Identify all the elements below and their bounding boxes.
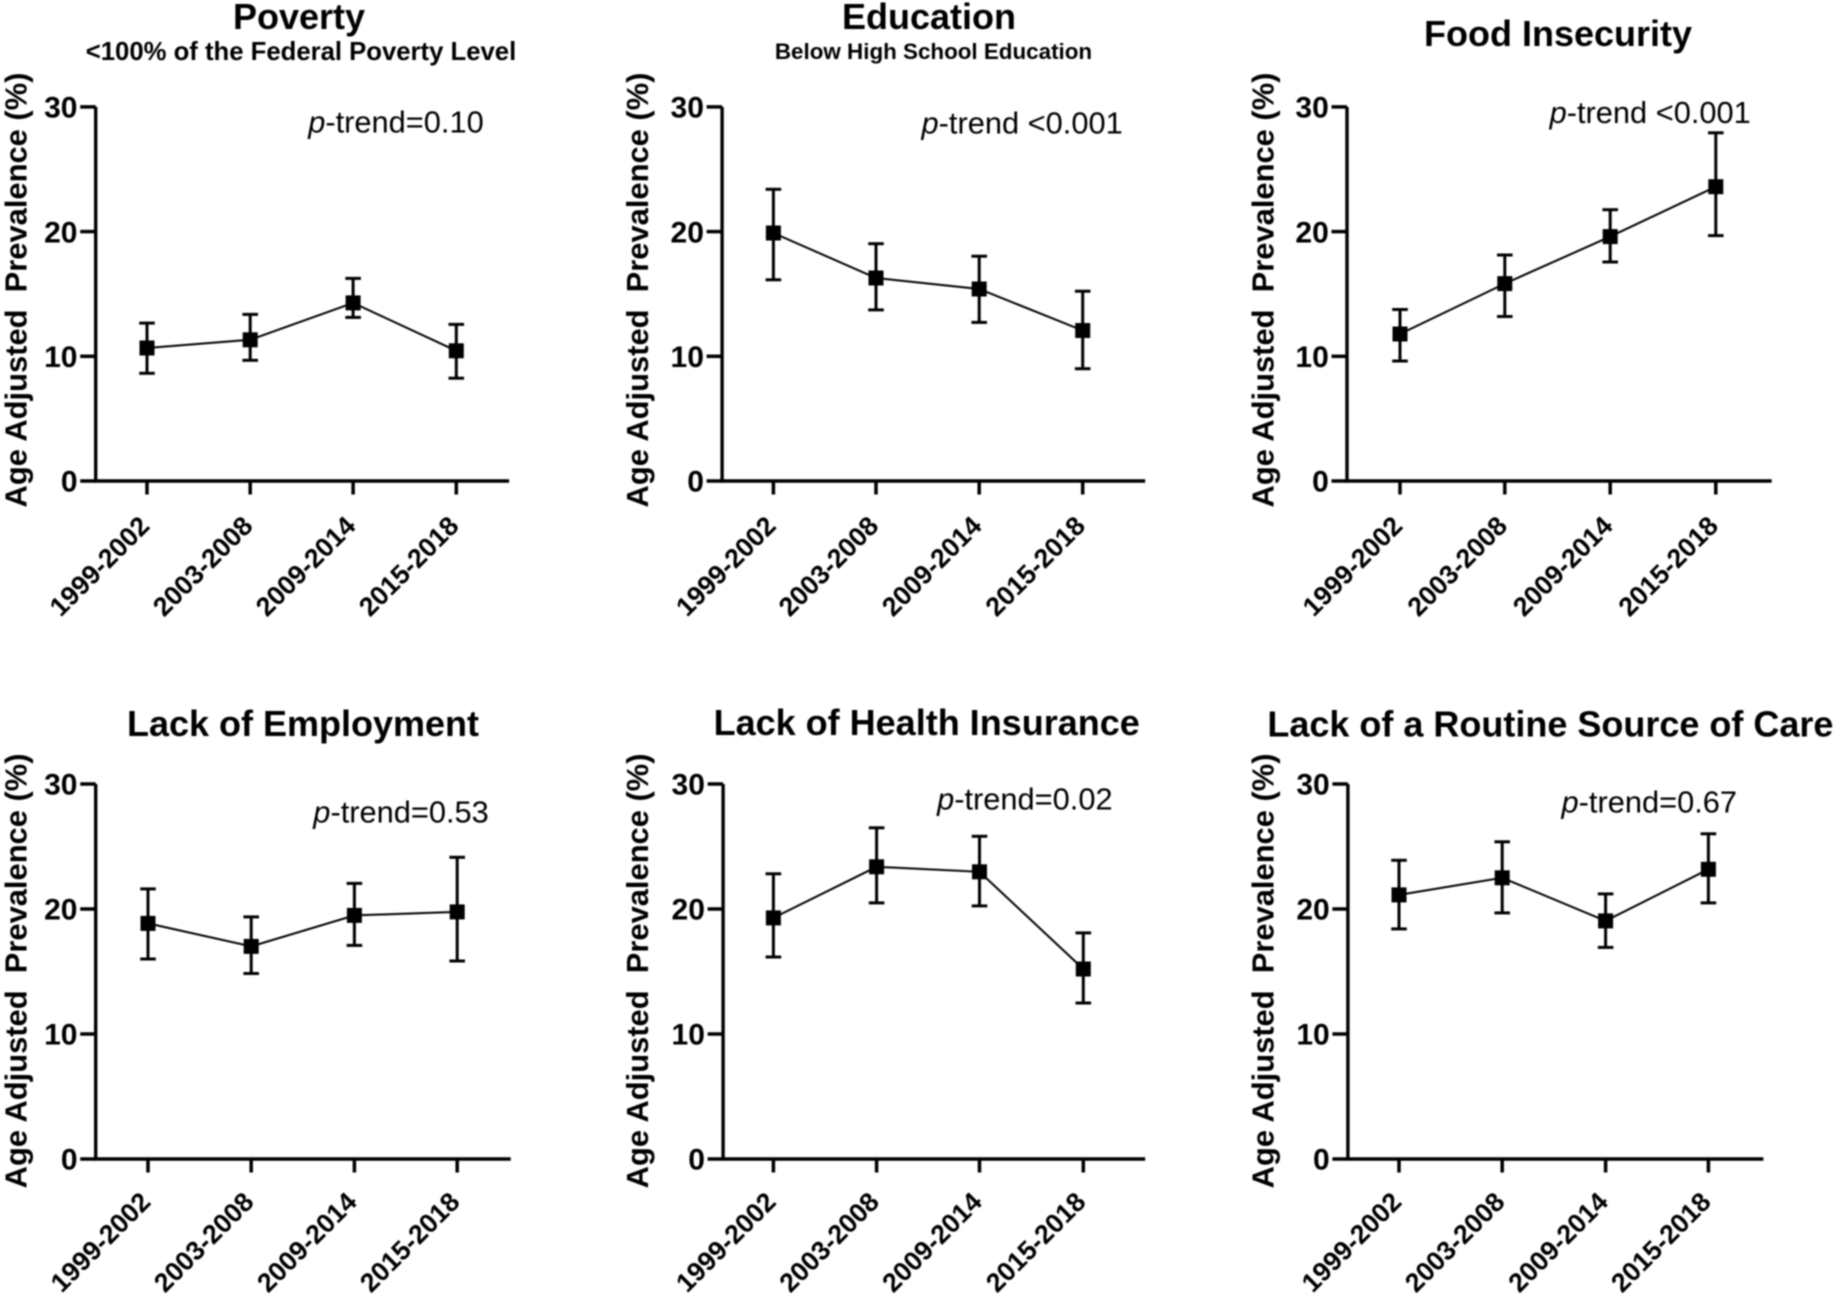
svg-text:30: 30 <box>44 769 77 802</box>
svg-text:Lack of Health Insurance: Lack of Health Insurance <box>714 702 1140 743</box>
svg-text:10: 10 <box>671 341 704 374</box>
svg-text:0: 0 <box>61 466 78 499</box>
svg-text:20: 20 <box>671 216 704 249</box>
svg-text:Age Adjusted Prevalence (%): Age Adjusted Prevalence (%) <box>620 753 655 1188</box>
svg-text:p-trend=0.10: p-trend=0.10 <box>307 105 484 140</box>
svg-text:Lack of Employment: Lack of Employment <box>127 703 479 744</box>
svg-text:p-trend <0.001: p-trend <0.001 <box>1549 95 1751 130</box>
svg-text:10: 10 <box>1296 1019 1329 1052</box>
svg-text:Age Adjusted Prevalence (%): Age Adjusted Prevalence (%) <box>0 73 33 508</box>
svg-text:10: 10 <box>672 1019 705 1052</box>
svg-text:Lack of a Routine Source of Ca: Lack of a Routine Source of Care <box>1267 704 1833 745</box>
svg-text:<100% of the Federal Poverty L: <100% of the Federal Poverty Level <box>86 38 516 66</box>
svg-text:Education: Education <box>842 0 1016 37</box>
svg-text:30: 30 <box>1296 769 1329 802</box>
svg-text:0: 0 <box>1312 466 1329 499</box>
svg-text:Age Adjusted Prevalence (%): Age Adjusted Prevalence (%) <box>0 753 33 1188</box>
svg-text:0: 0 <box>61 1144 78 1177</box>
svg-text:20: 20 <box>672 894 705 927</box>
svg-text:20: 20 <box>44 894 77 927</box>
svg-text:10: 10 <box>1295 341 1328 374</box>
svg-text:30: 30 <box>1295 92 1328 125</box>
svg-text:20: 20 <box>44 216 77 249</box>
svg-text:0: 0 <box>688 1144 705 1177</box>
svg-text:Age Adjusted Prevalence (%): Age Adjusted Prevalence (%) <box>1246 753 1281 1188</box>
svg-text:p-trend <0.001: p-trend <0.001 <box>921 106 1123 141</box>
svg-text:p-trend=0.53: p-trend=0.53 <box>312 795 489 830</box>
svg-text:Poverty: Poverty <box>233 0 365 37</box>
svg-text:Age Adjusted Prevalence (%): Age Adjusted Prevalence (%) <box>620 73 655 508</box>
svg-text:30: 30 <box>672 769 705 802</box>
svg-text:30: 30 <box>44 92 77 125</box>
svg-text:10: 10 <box>44 1019 77 1052</box>
svg-text:Food Insecurity: Food Insecurity <box>1424 13 1692 54</box>
svg-text:20: 20 <box>1295 216 1328 249</box>
svg-text:p-trend=0.67: p-trend=0.67 <box>1561 785 1738 820</box>
svg-text:Below High School Education: Below High School Education <box>775 39 1092 64</box>
svg-text:0: 0 <box>687 466 704 499</box>
svg-text:30: 30 <box>671 92 704 125</box>
svg-text:10: 10 <box>44 341 77 374</box>
svg-text:20: 20 <box>1296 894 1329 927</box>
svg-text:Age Adjusted Prevalence (%): Age Adjusted Prevalence (%) <box>1246 73 1281 508</box>
svg-text:p-trend=0.02: p-trend=0.02 <box>936 782 1113 817</box>
svg-text:0: 0 <box>1313 1144 1330 1177</box>
